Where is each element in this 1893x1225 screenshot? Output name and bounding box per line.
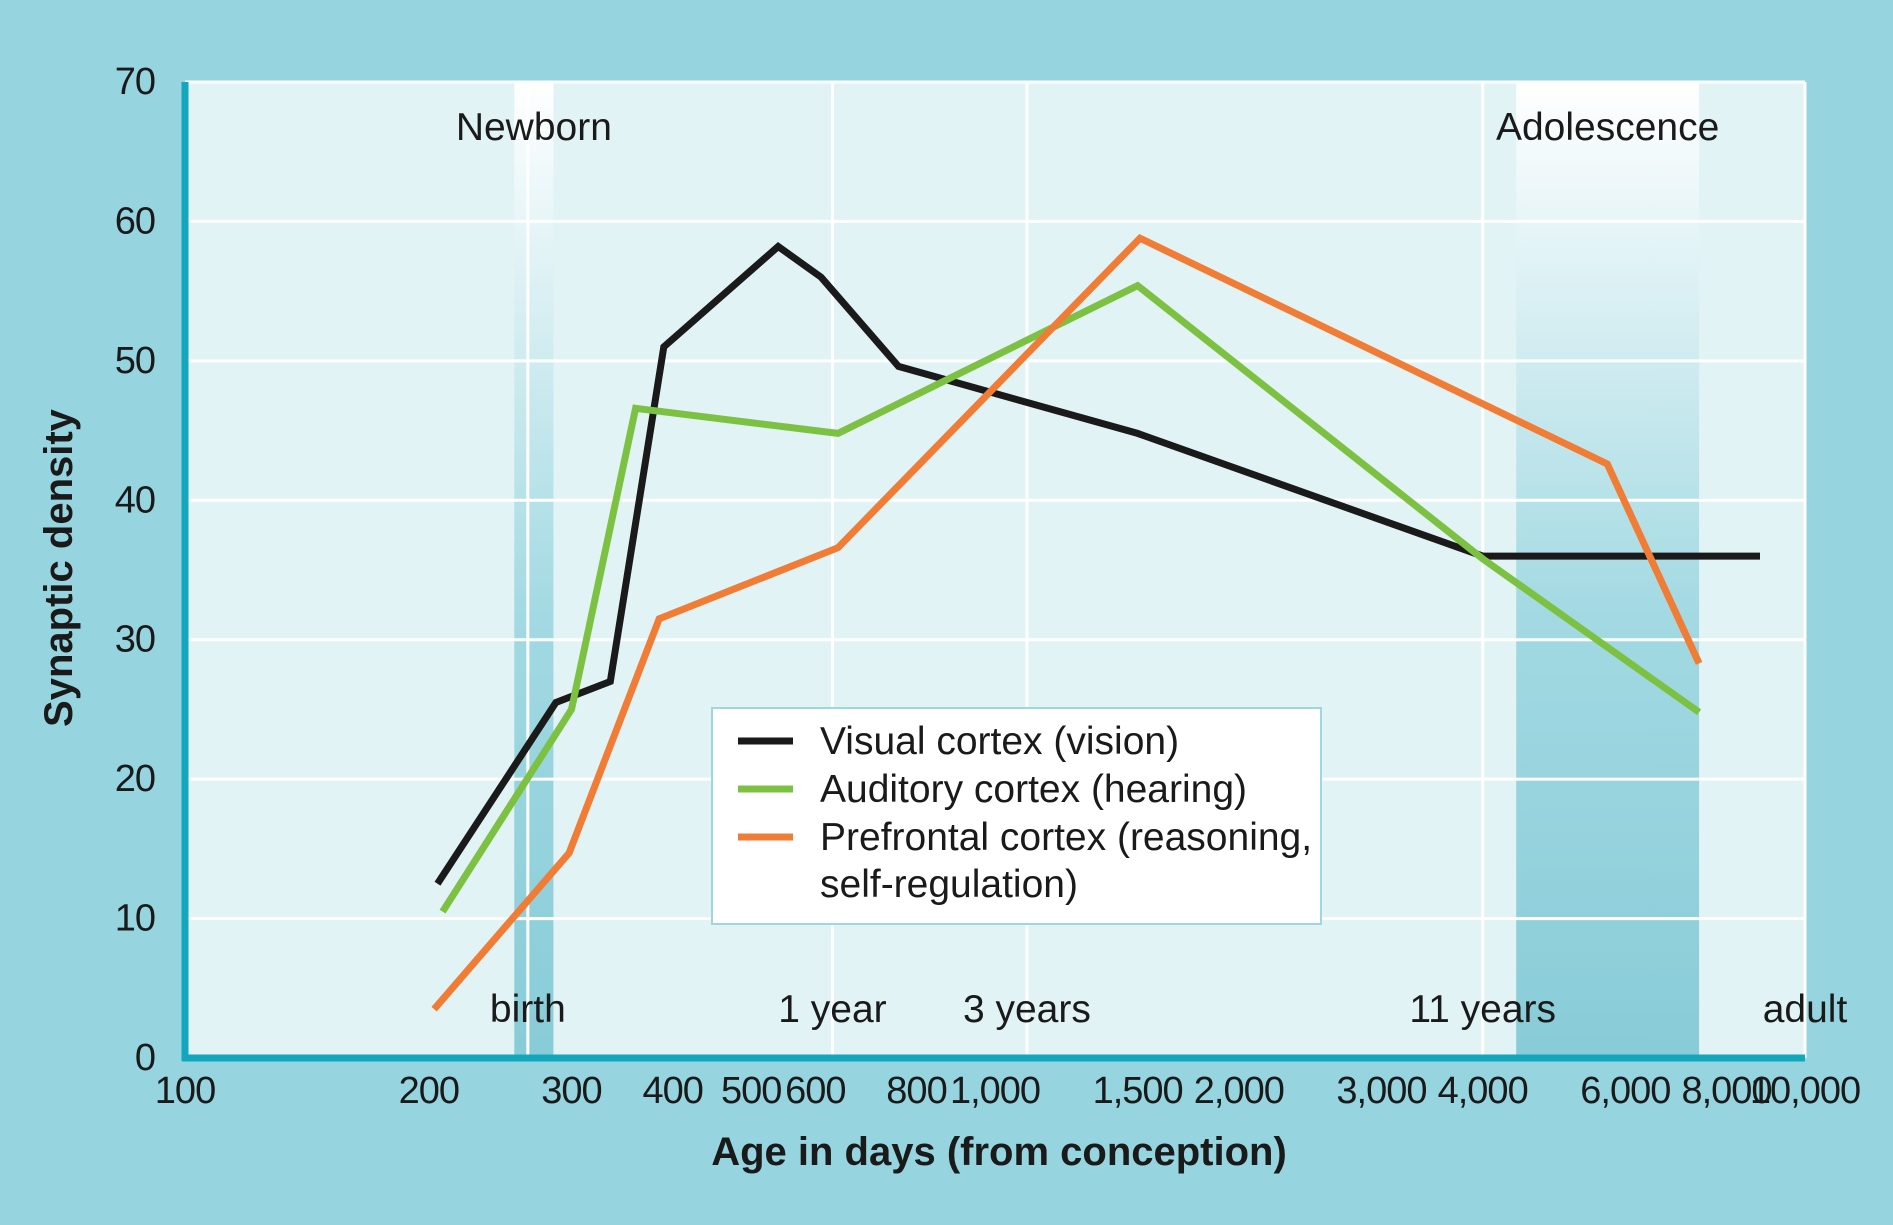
- series-line-3: [431, 233, 1703, 1012]
- x-tick-label: 600: [785, 1070, 845, 1112]
- y-tick-label: 20: [115, 758, 155, 800]
- y-tick-label: 30: [115, 619, 155, 661]
- legend-label: Auditory cortex (hearing): [820, 768, 1247, 811]
- x-tick-label: 3,000: [1336, 1070, 1426, 1112]
- legend-label: Visual cortex (vision): [820, 720, 1179, 763]
- axes: [181, 82, 1805, 1062]
- band-adolescence: [1516, 82, 1700, 1058]
- legend-label: self-regulation): [820, 863, 1078, 906]
- x-tick-label: 8,000: [1681, 1070, 1771, 1112]
- y-tick-label: 10: [115, 898, 155, 940]
- x-tick-label: 300: [541, 1070, 601, 1112]
- highlight-bands: [514, 82, 1700, 1058]
- y-tick-label: 60: [115, 200, 155, 242]
- milestone-label: adult: [1763, 988, 1848, 1031]
- y-tick-label: 40: [115, 479, 155, 521]
- x-tick-label: 500: [721, 1070, 781, 1112]
- legend-label: Prefrontal cortex (reasoning,: [820, 816, 1312, 859]
- milestone-label: birth: [490, 988, 566, 1031]
- band-label-adolescence: Adolescence: [1496, 106, 1719, 149]
- y-tick-label: 50: [115, 340, 155, 382]
- x-tick-label: 800: [886, 1070, 946, 1112]
- legend-box: [711, 707, 1322, 925]
- y-tick-label: 0: [135, 1037, 155, 1079]
- y-axis-title: Synaptic density: [37, 408, 81, 727]
- band-label-newborn: Newborn: [456, 106, 612, 149]
- x-tick-label: 1,500: [1093, 1070, 1183, 1112]
- x-tick-label: 4,000: [1438, 1070, 1528, 1112]
- x-tick-label: 10,000: [1750, 1070, 1860, 1112]
- x-tick-label: 100: [155, 1070, 215, 1112]
- milestone-label: 1 year: [778, 988, 886, 1031]
- milestone-label: 3 years: [963, 988, 1091, 1031]
- x-tick-label: 6,000: [1580, 1070, 1670, 1112]
- series-line-2: [439, 281, 1702, 914]
- milestone-label: 11 years: [1409, 988, 1556, 1031]
- legend: Visual cortex (vision) Auditory cortex (h…: [711, 707, 1322, 925]
- x-tick-label: 200: [399, 1070, 459, 1112]
- x-tick-label: 1,000: [950, 1070, 1040, 1112]
- annotations: Newborn Adolescence birth 1 year 3 years 11 y…: [456, 106, 1848, 1031]
- tick-labels: 0 10 20 30 40 50 60 70 100 200 300 400 500 600 800 1,00…: [115, 61, 1861, 1112]
- x-tick-label: 400: [642, 1070, 702, 1112]
- series-line-1: [434, 242, 1760, 886]
- x-axis-title: Age in days (from conception): [711, 1130, 1287, 1174]
- y-tick-label: 70: [115, 61, 155, 103]
- x-tick-label: 2,000: [1194, 1070, 1284, 1112]
- series-lines: [431, 233, 1760, 1012]
- gridlines: [185, 80, 1807, 1058]
